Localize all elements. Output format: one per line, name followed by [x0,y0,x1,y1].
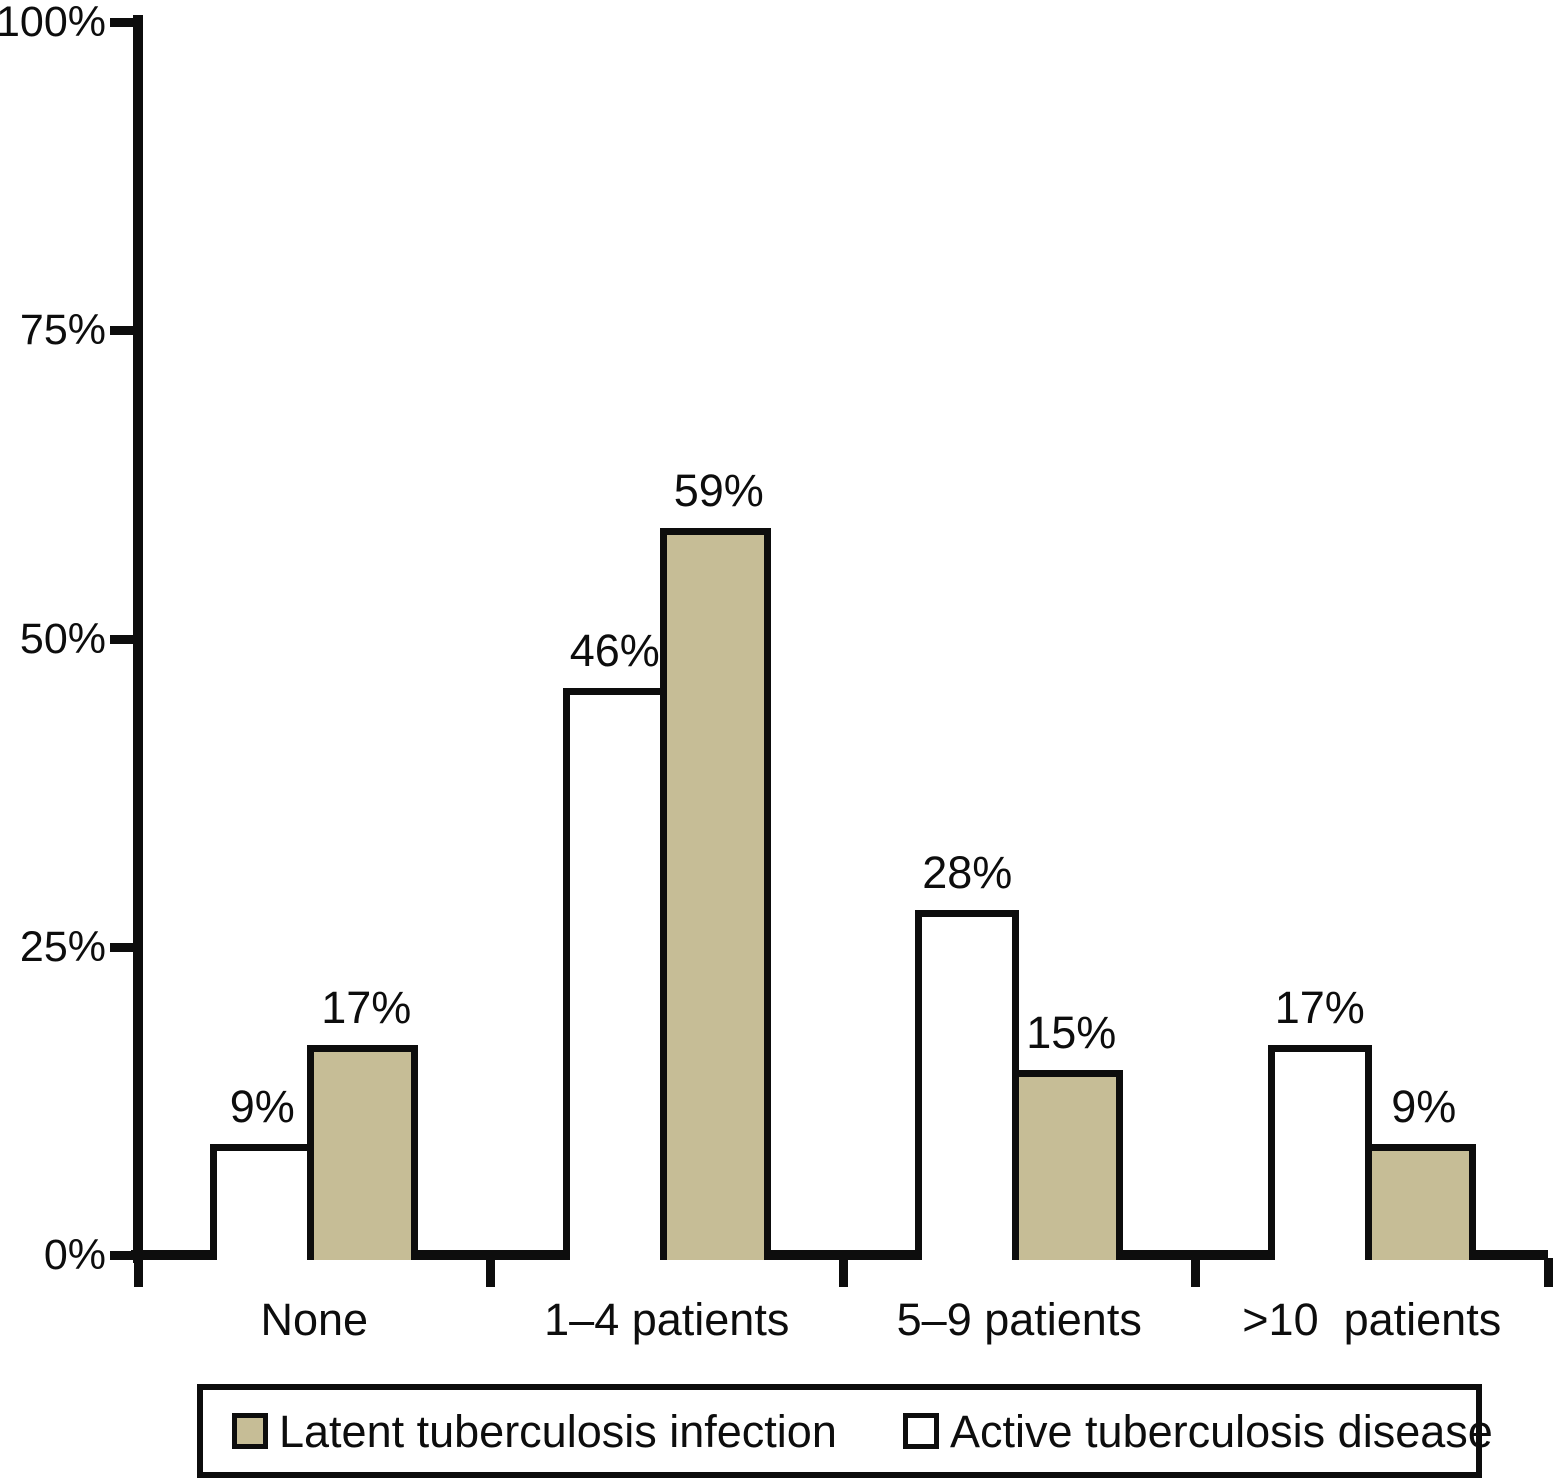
bar-value-label: 9% [229,1081,295,1132]
y-tick-label: 75% [19,306,106,355]
y-axis-tick [110,1251,133,1260]
legend-label-latent: Latent tuberculosis infection [279,1405,837,1457]
x-axis-tick [486,1258,495,1287]
y-axis-tick [110,18,133,27]
bar-value-label: 17% [1274,982,1365,1033]
bar-value-label: 9% [1391,1081,1457,1132]
x-category-label: 5–9 patients [896,1294,1142,1345]
latent-tb-bar [1012,1070,1124,1260]
latent-tb-swatch-icon [232,1413,268,1449]
bar-value-label: 46% [569,625,660,676]
y-axis-line [133,15,143,1263]
y-tick-label: 50% [19,614,106,663]
latent-tb-bar [659,528,771,1260]
legend-item-latent: Latent tuberculosis infection [232,1390,837,1472]
y-tick-label: 0% [43,1231,106,1279]
latent-tb-bar [1364,1144,1476,1260]
x-axis-tick [133,1258,143,1287]
active-tb-bar [1267,1045,1372,1260]
y-tick-label: 25% [19,922,106,971]
legend-label-active: Active tuberculosis disease [950,1405,1493,1457]
y-tick-label: 100% [0,0,106,46]
active-tb-swatch-icon [903,1413,939,1449]
x-category-label: >10 patients [1242,1294,1502,1345]
active-tb-bar [915,910,1020,1260]
y-axis-tick [110,326,133,336]
bar-value-label: 15% [1026,1007,1117,1058]
y-axis-tick [110,634,133,644]
latent-tb-bar [307,1045,419,1260]
x-category-label: 1–4 patients [544,1294,790,1345]
bar-value-label: 59% [673,465,764,516]
x-axis-line [131,1250,1548,1260]
bar-value-label: 17% [321,982,412,1033]
active-tb-bar [210,1144,315,1260]
x-axis-tick [1191,1258,1200,1287]
y-axis-tick [110,942,133,952]
legend-item-active: Active tuberculosis disease [903,1390,1493,1472]
x-axis-tick [838,1258,848,1287]
active-tb-bar [562,688,667,1260]
bar-value-label: 28% [922,847,1013,898]
legend: Latent tuberculosis infection Active tub… [197,1384,1493,1478]
x-axis-tick [1543,1258,1553,1287]
x-category-label: None [260,1294,369,1345]
